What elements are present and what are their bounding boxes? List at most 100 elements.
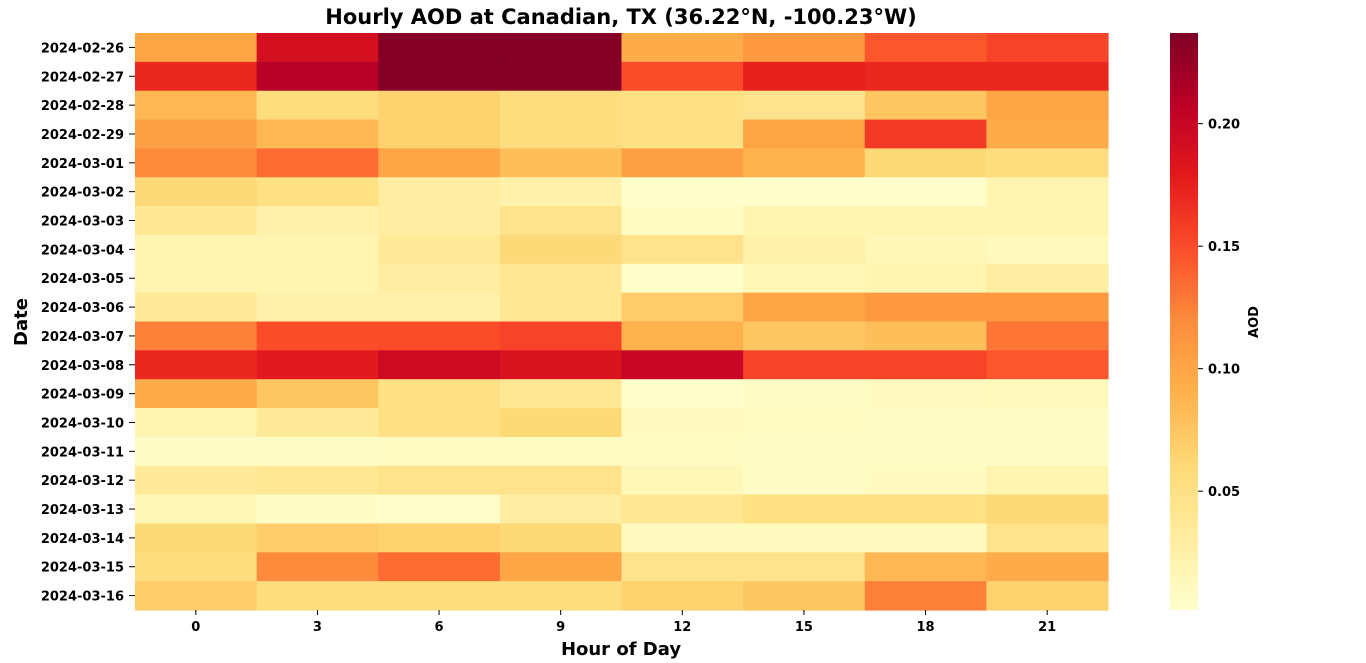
heatmap-cell — [499, 552, 623, 582]
heatmap-cell — [499, 321, 623, 351]
heatmap-cell — [621, 465, 744, 496]
y-tick-label: 2024-03-08 — [41, 359, 124, 374]
heatmap-cell — [135, 379, 258, 409]
heatmap-cell — [743, 321, 866, 351]
heatmap-cell — [864, 263, 987, 294]
heatmap-cell — [135, 321, 258, 351]
heatmap-cell — [135, 436, 258, 467]
heatmap-cell — [621, 33, 744, 63]
heatmap-cell — [378, 379, 501, 409]
heatmap-cell — [135, 552, 258, 582]
heatmap-cell — [378, 552, 501, 582]
heatmap-cell — [135, 177, 258, 207]
x-tick-label: 21 — [1038, 620, 1056, 635]
x-tick-label: 18 — [917, 620, 935, 635]
heatmap-cell — [256, 177, 379, 207]
heatmap-cell — [864, 523, 987, 553]
heatmap-cell — [864, 177, 987, 207]
heatmap-cell — [864, 379, 987, 409]
y-tick-label: 2024-03-05 — [41, 272, 124, 287]
x-axis-label: Hour of Day — [561, 639, 681, 660]
heatmap-cell — [743, 292, 866, 323]
heatmap-cell — [378, 523, 501, 553]
heatmap-cell — [378, 581, 501, 611]
heatmap-cell — [378, 292, 501, 323]
y-tick-label: 2024-03-01 — [41, 157, 124, 172]
heatmap-cell — [743, 436, 866, 467]
heatmap-cell — [621, 581, 744, 611]
x-tick-label: 3 — [313, 620, 322, 635]
heatmap-cell — [864, 119, 987, 149]
heatmap-cell — [256, 465, 379, 496]
heatmap-cell — [378, 321, 501, 351]
y-tick-label: 2024-03-09 — [41, 388, 124, 403]
colorbar — [1170, 33, 1198, 610]
heatmap-cell — [864, 408, 987, 438]
heatmap-cell — [378, 263, 501, 294]
heatmap-cell — [499, 119, 623, 149]
heatmap-cell — [743, 119, 866, 149]
heatmap-cell — [743, 379, 866, 409]
heatmap-cell — [256, 350, 379, 380]
heatmap-cell — [743, 234, 866, 265]
colorbar-ticks: 0.05 0.10 0.15 0.20 — [1198, 118, 1240, 500]
heatmap-cell — [743, 90, 866, 121]
heatmap-cell — [986, 263, 1109, 294]
y-tick-label: 2024-03-11 — [41, 445, 124, 460]
heatmap-cell — [864, 33, 987, 63]
heatmap-cell — [864, 494, 987, 525]
heatmap-cell — [499, 379, 623, 409]
heatmap-cell — [256, 494, 379, 525]
heatmap-cell — [621, 552, 744, 582]
x-tick-labels: 0 3 6 9 12 15 18 21 — [191, 610, 1056, 635]
heatmap-cell — [986, 581, 1109, 611]
heatmap-cell — [986, 206, 1109, 236]
colorbar-label: AOD — [1247, 306, 1262, 338]
heatmap-cell — [256, 90, 379, 121]
heatmap-cell — [499, 177, 623, 207]
heatmap-cell — [135, 350, 258, 380]
heatmap-cell — [743, 408, 866, 438]
heatmap-cell — [621, 119, 744, 149]
heatmap-cell — [743, 552, 866, 582]
heatmap-cell — [621, 61, 744, 92]
heatmap-cell — [499, 206, 623, 236]
heatmap-cell — [499, 33, 623, 63]
y-tick-label: 2024-03-12 — [41, 474, 124, 489]
heatmap-cell — [378, 494, 501, 525]
x-tick-label: 15 — [795, 620, 813, 635]
y-tick-label: 2024-03-14 — [41, 532, 124, 547]
y-tick-label: 2024-03-13 — [41, 503, 124, 518]
heatmap-cell — [621, 408, 744, 438]
heatmap-cell — [864, 206, 987, 236]
y-tick-label: 2024-03-16 — [41, 590, 124, 605]
heatmap-cell — [378, 408, 501, 438]
heatmap-cell — [986, 552, 1109, 582]
heatmap-cell — [499, 263, 623, 294]
heatmap-cell — [256, 33, 379, 63]
heatmap-cell — [378, 234, 501, 265]
heatmap-cell — [135, 465, 258, 496]
x-tick-label: 9 — [556, 620, 565, 635]
y-tick-label: 2024-02-26 — [41, 41, 124, 56]
heatmap-cell — [743, 148, 866, 178]
heatmap-cell — [378, 465, 501, 496]
heatmap-cell — [135, 234, 258, 265]
heatmap-cell — [499, 494, 623, 525]
heatmap-cell — [256, 61, 379, 92]
heatmap-cell — [621, 206, 744, 236]
heatmap-cell — [864, 90, 987, 121]
heatmap-cell — [256, 552, 379, 582]
heatmap-cell — [864, 436, 987, 467]
heatmap-cell — [135, 581, 258, 611]
y-tick-label: 2024-03-03 — [41, 215, 124, 230]
y-tick-label: 2024-02-28 — [41, 99, 124, 114]
heatmap-cell — [864, 552, 987, 582]
heatmap-cell — [864, 465, 987, 496]
heatmap-cell — [621, 494, 744, 525]
heatmap-cell — [986, 33, 1109, 63]
colorbar-tick-label: 0.15 — [1208, 240, 1240, 255]
heatmap-cell — [743, 61, 866, 92]
heatmap-cells — [135, 33, 1109, 611]
